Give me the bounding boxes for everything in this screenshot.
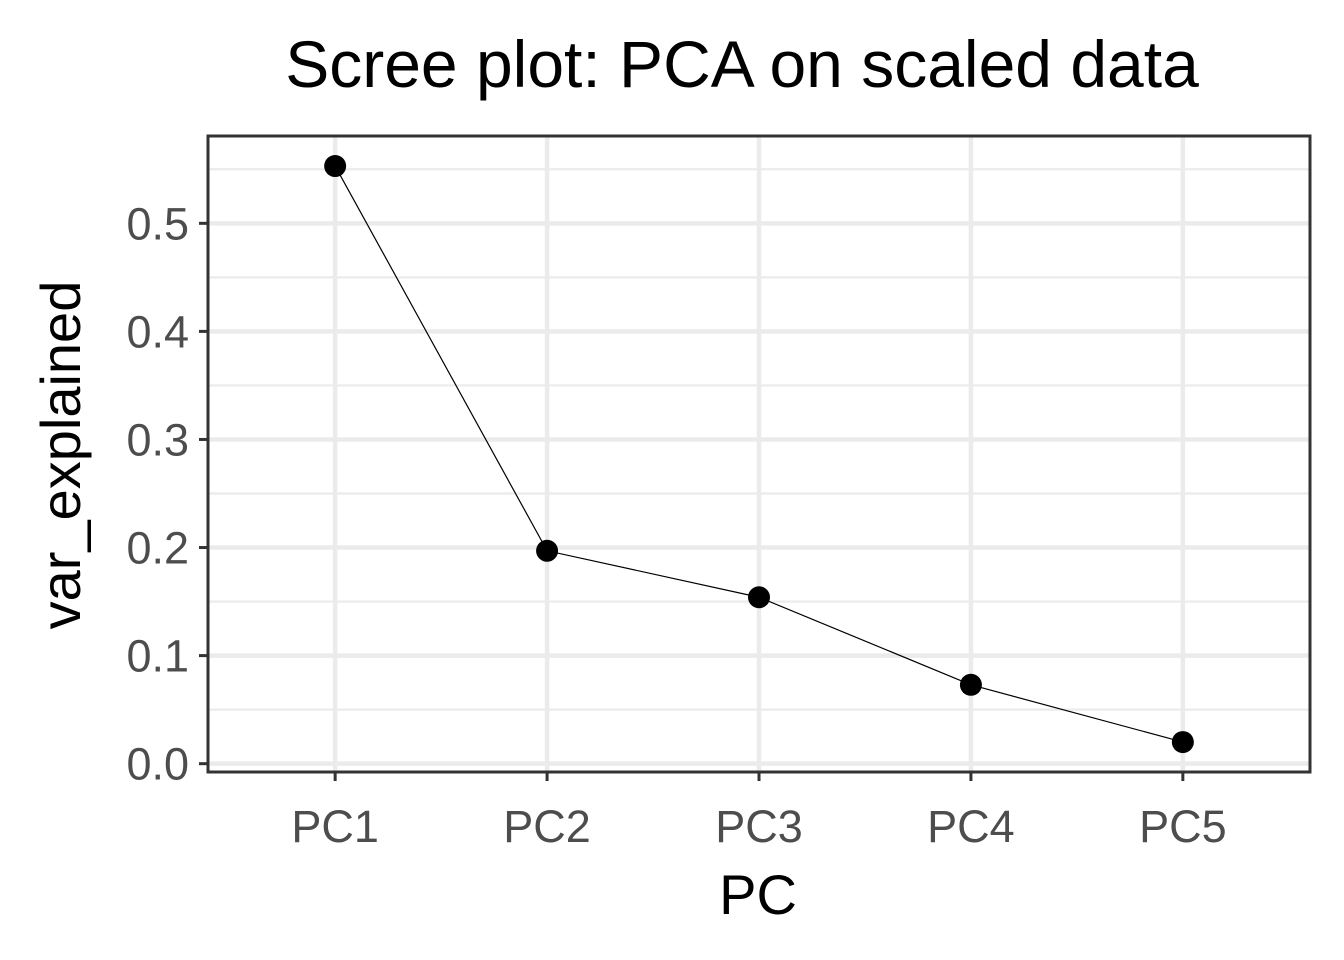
y-tick-label: 0.2 <box>126 523 189 574</box>
x-tick-label: PC2 <box>503 801 591 852</box>
x-tick-label: PC4 <box>927 801 1015 852</box>
y-tick-label: 0.0 <box>126 739 189 790</box>
y-axis: 0.0 0.1 0.2 0.3 0.4 0.5 <box>126 198 208 790</box>
grid-lines <box>208 136 1310 772</box>
y-tick-label: 0.4 <box>126 306 189 357</box>
y-tick-label: 0.5 <box>126 198 189 249</box>
y-tick-label: 0.3 <box>126 414 189 465</box>
chart-title: Scree plot: PCA on scaled data <box>285 27 1199 101</box>
data-point-pc2 <box>536 539 559 562</box>
data-series <box>324 155 1194 754</box>
x-axis-label: PC <box>719 863 797 926</box>
data-point-pc5 <box>1171 731 1194 754</box>
x-tick-label: PC1 <box>291 801 379 852</box>
x-tick-label: PC3 <box>715 801 803 852</box>
data-point-pc4 <box>959 673 982 696</box>
x-axis: PC1 PC2 PC3 PC4 PC5 <box>291 772 1227 852</box>
data-point-pc3 <box>748 586 770 609</box>
data-point-pc1 <box>324 155 347 178</box>
x-tick-label: PC5 <box>1139 801 1227 852</box>
y-axis-label: var_explained <box>29 281 92 630</box>
y-tick-label: 0.1 <box>126 631 189 682</box>
